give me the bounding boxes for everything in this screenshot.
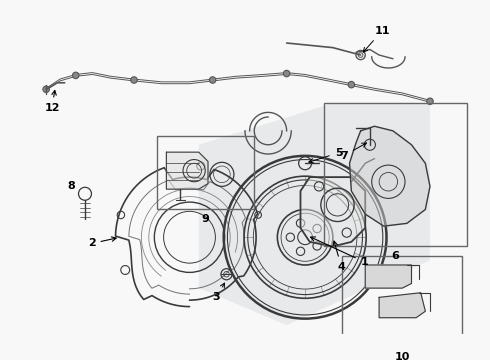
Text: 9: 9: [201, 214, 209, 224]
Circle shape: [131, 77, 137, 83]
Text: 7: 7: [340, 143, 367, 161]
Text: 4: 4: [333, 241, 345, 271]
Text: 3: 3: [213, 283, 224, 302]
Polygon shape: [167, 152, 208, 189]
Polygon shape: [365, 265, 412, 288]
Polygon shape: [300, 177, 365, 247]
Text: 2: 2: [88, 237, 116, 248]
Polygon shape: [199, 103, 430, 325]
Text: 10: 10: [394, 352, 410, 360]
Text: 8: 8: [67, 181, 75, 192]
Polygon shape: [349, 126, 430, 226]
Circle shape: [43, 86, 49, 93]
Text: 6: 6: [391, 251, 399, 261]
Bar: [342, 256, 463, 348]
Circle shape: [348, 81, 355, 88]
Circle shape: [209, 77, 216, 83]
Polygon shape: [379, 293, 425, 318]
Bar: [323, 103, 467, 247]
Text: 11: 11: [363, 26, 390, 52]
Text: 12: 12: [44, 90, 60, 113]
Text: 5: 5: [309, 148, 343, 163]
Circle shape: [73, 72, 79, 78]
Bar: [157, 135, 254, 210]
Circle shape: [283, 70, 290, 77]
Text: 1: 1: [311, 237, 368, 267]
Circle shape: [427, 98, 433, 104]
